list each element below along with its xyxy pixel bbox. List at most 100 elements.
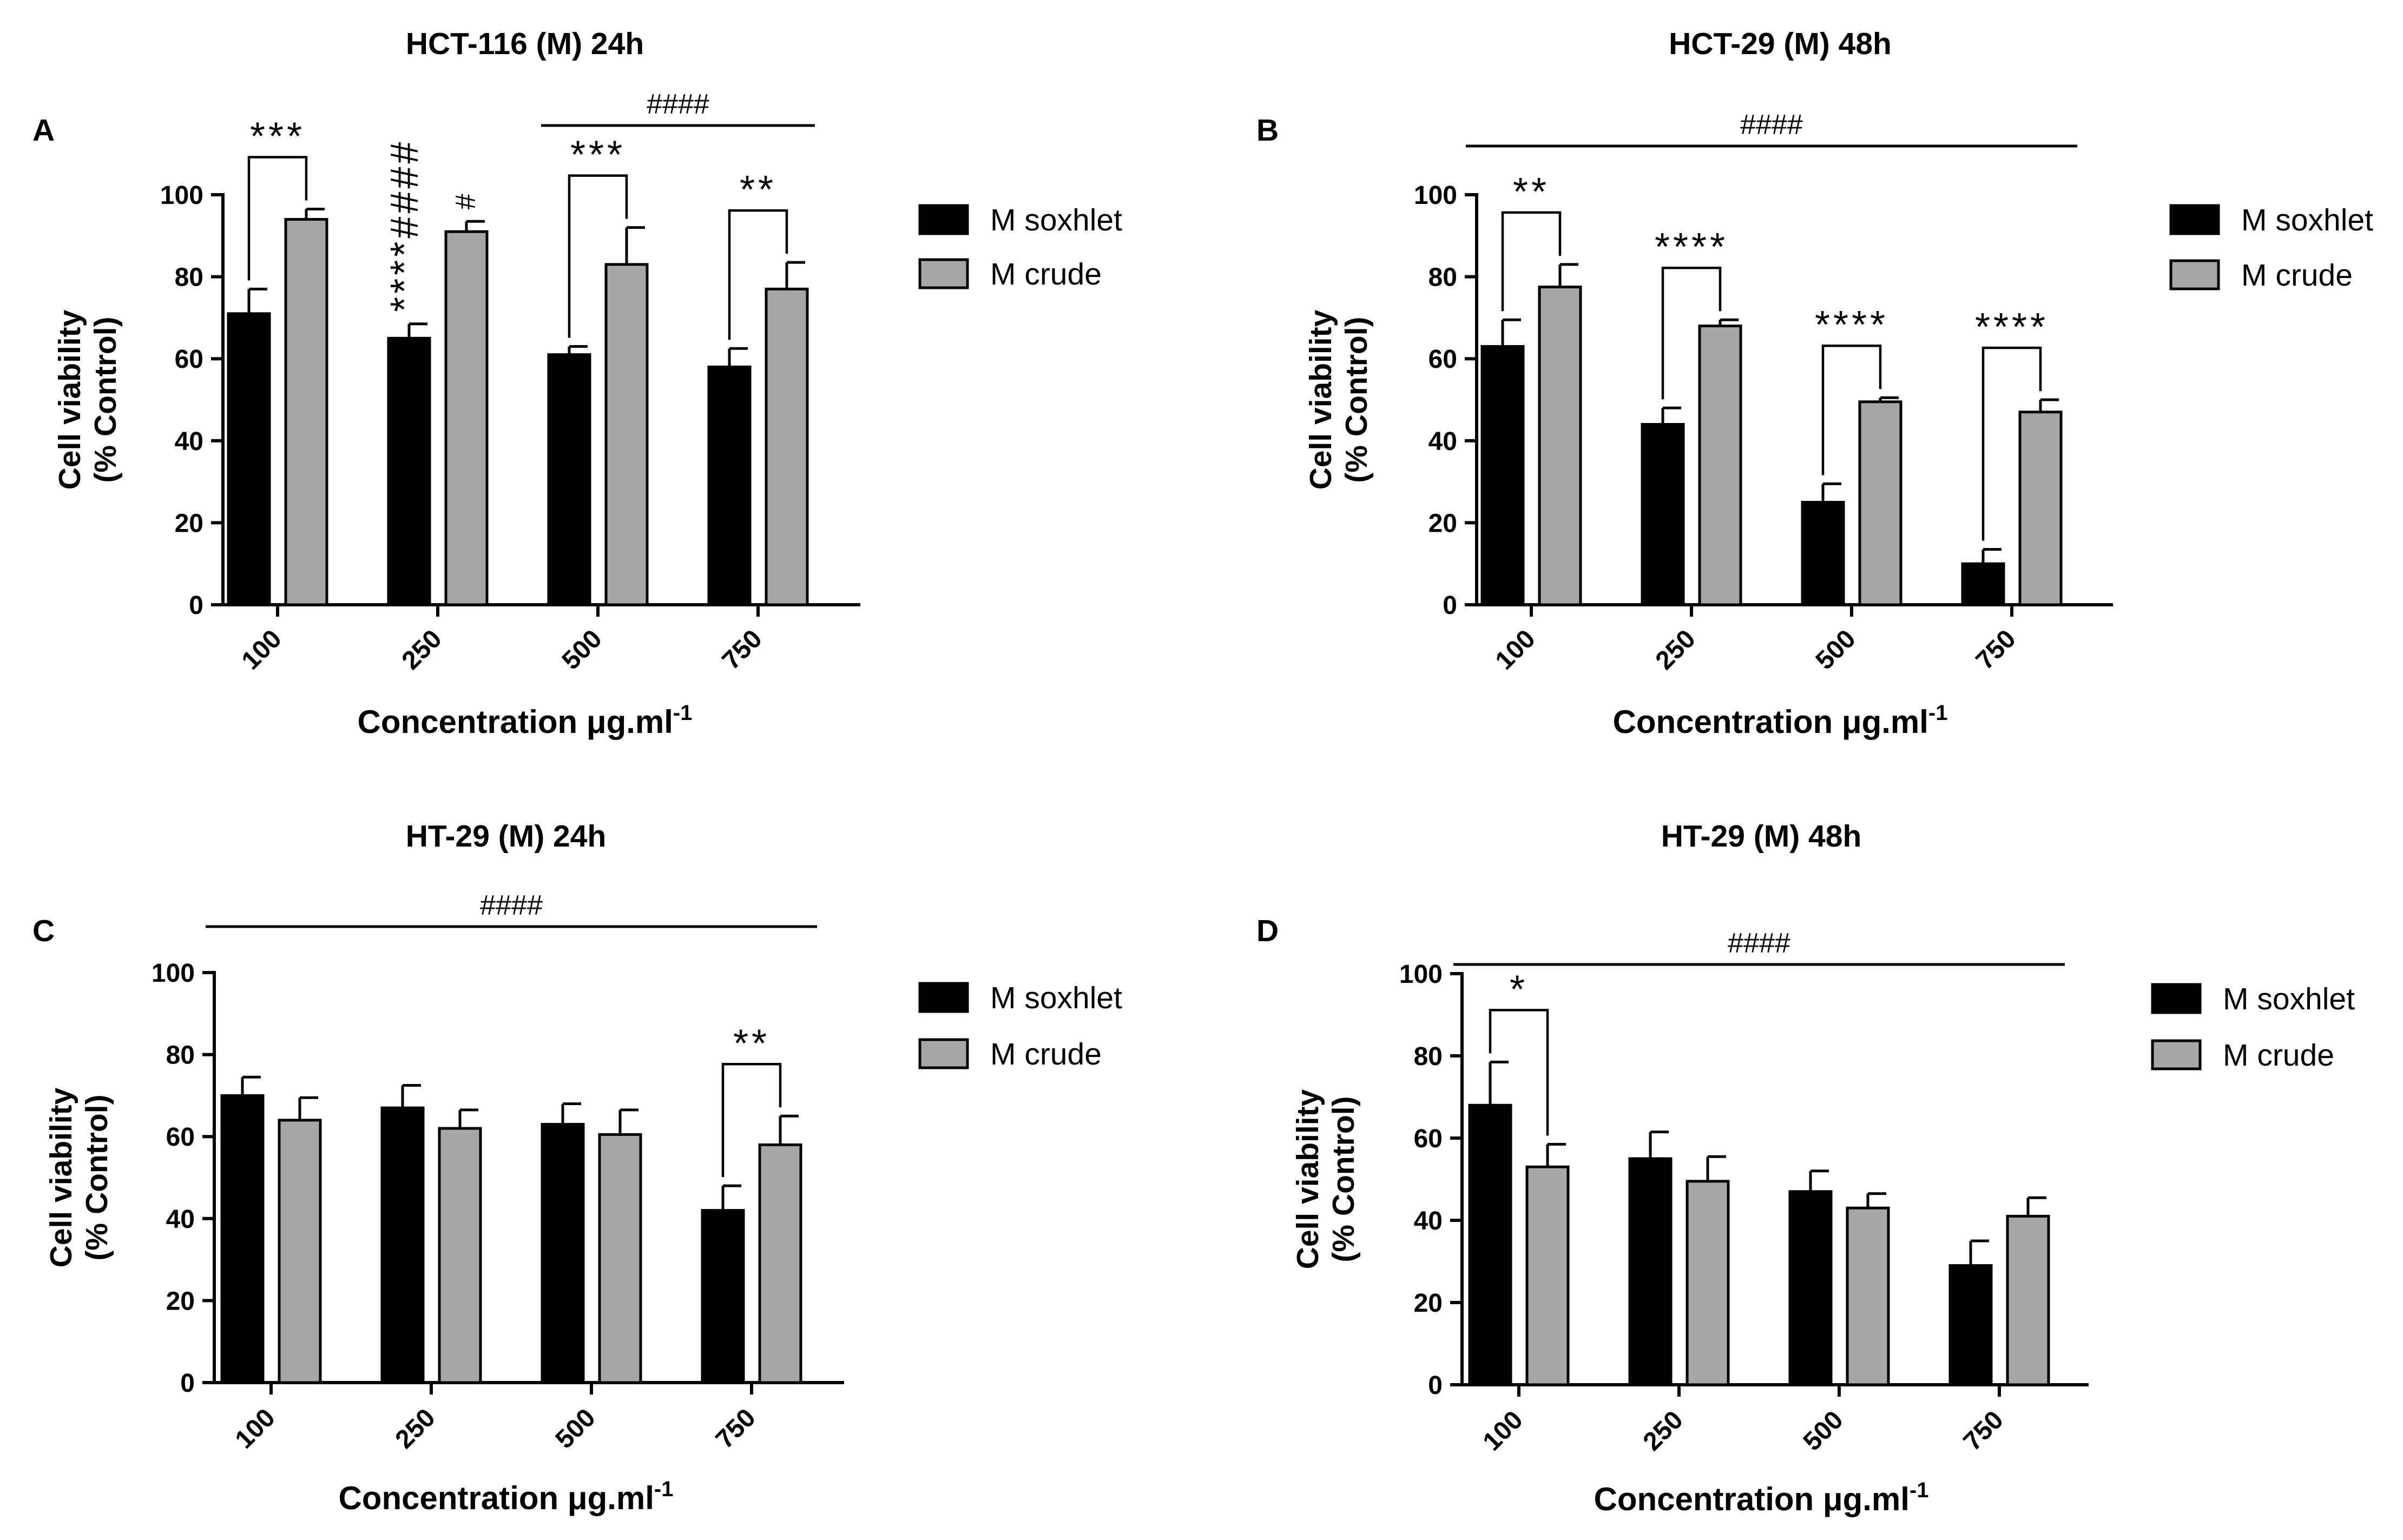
legend-swatch-m-crude: [918, 1038, 969, 1069]
group-span-label: ####: [1740, 109, 1803, 141]
y-axis-label: Cell viability(% Control): [1303, 309, 1374, 490]
legend-label: M crude: [990, 1037, 1102, 1072]
significance-label: ****: [1975, 306, 2049, 349]
bar-m-soxhlet: [1948, 1264, 1993, 1386]
x-axis-label-main: Concentration μg.ml: [339, 1480, 654, 1516]
y-tick-label: 40: [166, 1205, 195, 1234]
bar-m-crude: [444, 230, 489, 606]
y-tick-label: 20: [1428, 509, 1457, 538]
chart-panel-b: HCT-29 (M) 48h B 0 20 40 60 80 100 100 250 500 750 C…: [1256, 27, 2373, 740]
x-tick-label: 100: [230, 1403, 281, 1454]
x-tick-label: 250: [1650, 624, 1701, 675]
x-tick-label: 750: [717, 624, 768, 675]
y-axis-label-line1: Cell viability: [52, 309, 87, 490]
significance-bracket: [728, 209, 788, 340]
significance-label: **: [733, 1022, 770, 1065]
y-tick-label: 0: [1428, 1371, 1443, 1400]
y-axis-label: Cell viability(% Control): [52, 309, 123, 490]
x-tick-label: 750: [1971, 624, 2022, 675]
bar-m-crude: [1525, 1165, 1570, 1386]
y-tick-label: 0: [180, 1369, 195, 1398]
x-tick-label: 100: [1490, 624, 1541, 675]
x-axis-label: Concentration μg.ml-1: [1594, 1478, 1929, 1517]
y-tick-label: 60: [175, 345, 203, 374]
y-tick-label: 100: [1414, 181, 1457, 210]
chart-title: HT-29 (M) 48h: [1661, 819, 1862, 854]
bar-m-crude: [2006, 1214, 2050, 1386]
x-tick-label: 250: [1638, 1405, 1689, 1456]
y-axis-label-line2: (% Control): [1339, 316, 1374, 483]
panel-letter: B: [1256, 113, 1279, 148]
significance-label: ****: [1815, 303, 1888, 347]
y-tick-label: 0: [189, 591, 203, 620]
bar-m-crude: [278, 1119, 322, 1384]
y-axis-label-line2: (% Control): [80, 1094, 114, 1260]
y-axis-label-line2: (% Control): [1326, 1096, 1361, 1262]
y-tick-label: 60: [1428, 345, 1457, 374]
legend-swatch-m-soxhlet: [918, 982, 969, 1013]
panel-letter: A: [32, 113, 55, 148]
x-axis-label: Concentration μg.ml-1: [1613, 701, 1948, 740]
x-tick-label: 250: [390, 1403, 441, 1454]
legend-swatch-m-crude: [2169, 259, 2220, 290]
significance-label: *: [1510, 968, 1528, 1011]
legend-label: M crude: [2223, 1038, 2334, 1073]
y-tick-label: 80: [1428, 263, 1457, 292]
panel-letter: C: [32, 914, 55, 948]
y-axis-label: Cell viability(% Control): [1291, 1089, 1361, 1269]
y-axis-label-line1: Cell viability: [44, 1087, 78, 1267]
y-tick-label: 20: [1414, 1289, 1443, 1318]
significance-bracket: [1821, 344, 1882, 475]
y-axis-label: Cell viability(% Control): [44, 1087, 114, 1267]
legend-label: M crude: [990, 257, 1102, 292]
y-tick-label: 20: [175, 509, 203, 538]
significance-label: ****: [1655, 226, 1728, 269]
x-tick-label: 500: [1811, 624, 1861, 675]
group-span-label: ####: [1728, 928, 1790, 959]
bar-m-crude: [2018, 411, 2063, 606]
y-axis-label-line1: Cell viability: [1303, 309, 1338, 490]
group-span-label: ####: [647, 89, 709, 120]
legend-swatch-m-soxhlet: [918, 204, 969, 235]
bar-m-soxhlet: [1801, 501, 1845, 606]
bar-significance-mark: ****####: [383, 139, 426, 312]
y-tick-label: 20: [166, 1287, 195, 1316]
bar-m-soxhlet: [1961, 562, 2005, 606]
y-tick-label: 80: [1414, 1042, 1443, 1071]
significance-label: **: [740, 168, 776, 211]
bar-m-soxhlet: [227, 312, 271, 606]
bar-m-soxhlet: [220, 1094, 265, 1384]
y-tick-label: 80: [175, 263, 203, 292]
y-tick-label: 80: [166, 1041, 195, 1070]
y-tick-label: 40: [1414, 1207, 1443, 1235]
x-tick-label: 500: [1798, 1405, 1849, 1456]
bar-m-crude: [1538, 286, 1582, 606]
chart-title: HCT-29 (M) 48h: [1669, 27, 1892, 61]
legend-label: M soxhlet: [990, 203, 1122, 237]
y-tick-label: 40: [1428, 427, 1457, 456]
y-axis-label-line2: (% Control): [88, 316, 123, 483]
significance-bracket: [1501, 211, 1562, 312]
x-axis-label: Concentration μg.ml-1: [358, 701, 693, 740]
chart-title: HCT-116 (M) 24h: [406, 27, 644, 61]
bar-m-soxhlet: [1480, 345, 1525, 606]
bar-m-crude: [765, 287, 809, 606]
bar-m-crude: [604, 263, 649, 606]
bar-m-crude: [284, 217, 328, 606]
y-tick-label: 0: [1443, 591, 1457, 620]
bar-m-crude: [1686, 1180, 1730, 1386]
bar-m-crude: [1698, 325, 1742, 606]
bar-m-crude: [598, 1133, 642, 1384]
significance-bracket: [721, 1063, 782, 1178]
significance-label: **: [1513, 170, 1550, 214]
significance-label: ***: [570, 134, 626, 177]
legend-swatch-m-soxhlet: [2151, 983, 2202, 1014]
bar-m-soxhlet: [541, 1122, 585, 1384]
y-tick-label: 40: [175, 427, 203, 456]
chart-panel-a: HCT-116 (M) 24h A 0 20 40 60 80 100 100 250 500 750…: [32, 27, 1122, 740]
legend-swatch-m-crude: [2151, 1039, 2202, 1070]
x-tick-label: 500: [550, 1403, 601, 1454]
bar-m-crude: [1858, 400, 1902, 606]
bar-m-soxhlet: [1468, 1103, 1512, 1386]
significance-bracket: [568, 174, 628, 338]
